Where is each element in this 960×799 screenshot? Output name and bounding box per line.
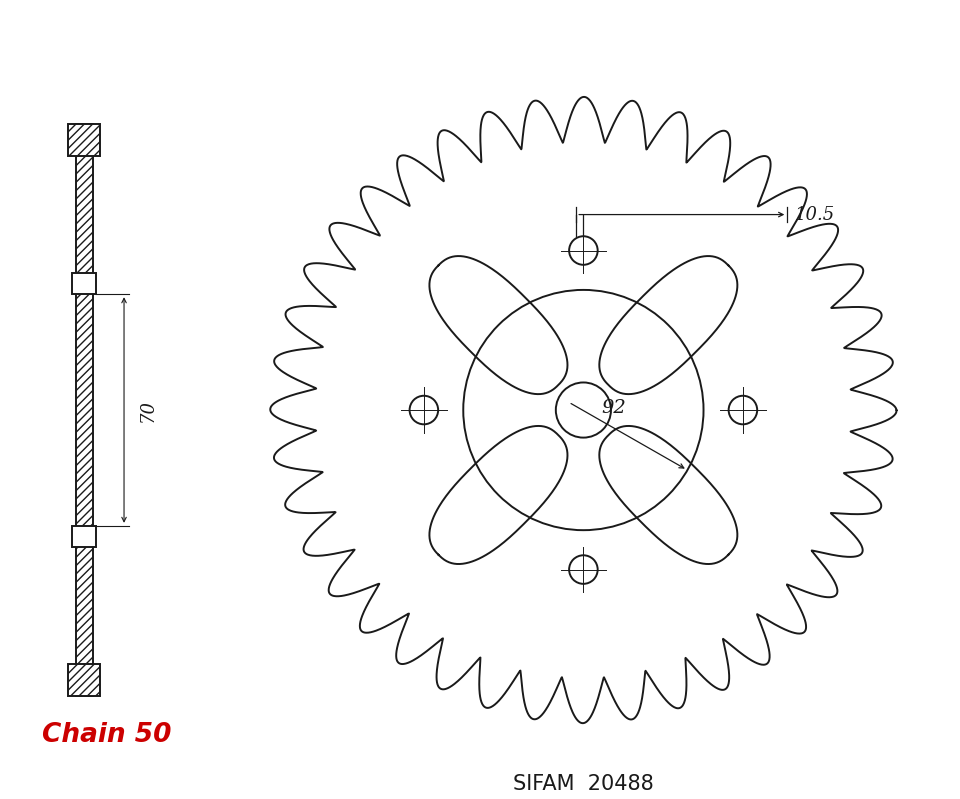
Text: 92: 92 bbox=[601, 399, 626, 417]
Text: Chain 50: Chain 50 bbox=[42, 722, 171, 748]
Text: 10.5: 10.5 bbox=[795, 205, 835, 224]
Text: SIFAM  20488: SIFAM 20488 bbox=[513, 774, 654, 794]
Text: 70: 70 bbox=[139, 399, 156, 422]
Bar bbox=[76, 125, 92, 696]
Bar bbox=[72, 526, 96, 547]
Bar bbox=[72, 272, 96, 294]
Bar bbox=[68, 125, 100, 156]
Bar bbox=[68, 664, 100, 696]
